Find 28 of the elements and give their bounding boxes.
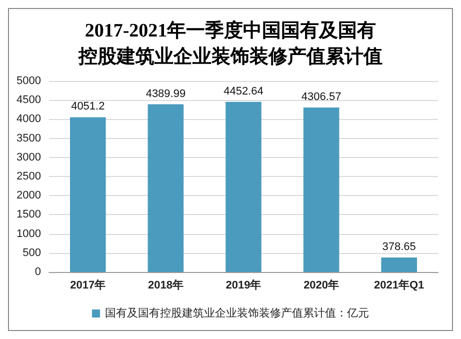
x-tick-label: 2021年Q1 (374, 278, 424, 292)
legend-label: 国有及国有控股建筑业企业装饰装修产值累计值：亿元 (105, 306, 369, 320)
data-label: 4452.64 (224, 85, 264, 98)
y-tick-label: 4000 (16, 113, 41, 126)
bar (148, 104, 184, 272)
data-label: 4051.2 (71, 100, 105, 113)
bar (226, 102, 262, 272)
y-tick-label: 500 (22, 246, 41, 259)
y-tick-label: 5000 (16, 75, 41, 87)
y-tick-label: 3500 (16, 132, 41, 144)
y-tick-label: 1500 (16, 208, 41, 221)
bar (70, 117, 106, 272)
data-label: 378.65 (382, 241, 416, 254)
x-tick-label: 2017年 (70, 278, 106, 292)
y-tick-label: 4500 (16, 94, 41, 106)
x-tick-label: 2019年 (226, 278, 262, 292)
y-tick-label: 3000 (16, 151, 41, 164)
bar (303, 107, 340, 272)
x-tick-label: 2018年 (148, 278, 184, 292)
chart-title: 2017-2021年一季度中国国有及国有控股建筑业企业装饰装修产值累计值 (78, 20, 382, 68)
y-tick-label: 2000 (16, 190, 41, 202)
y-tick-label: 0 (34, 266, 41, 278)
bar (381, 258, 417, 272)
data-label: 4389.99 (146, 88, 186, 100)
x-tick-label: 2020年 (304, 278, 340, 292)
y-tick-label: 1000 (16, 228, 41, 240)
data-label: 4306.57 (301, 90, 342, 103)
y-tick-label: 2500 (16, 170, 41, 182)
